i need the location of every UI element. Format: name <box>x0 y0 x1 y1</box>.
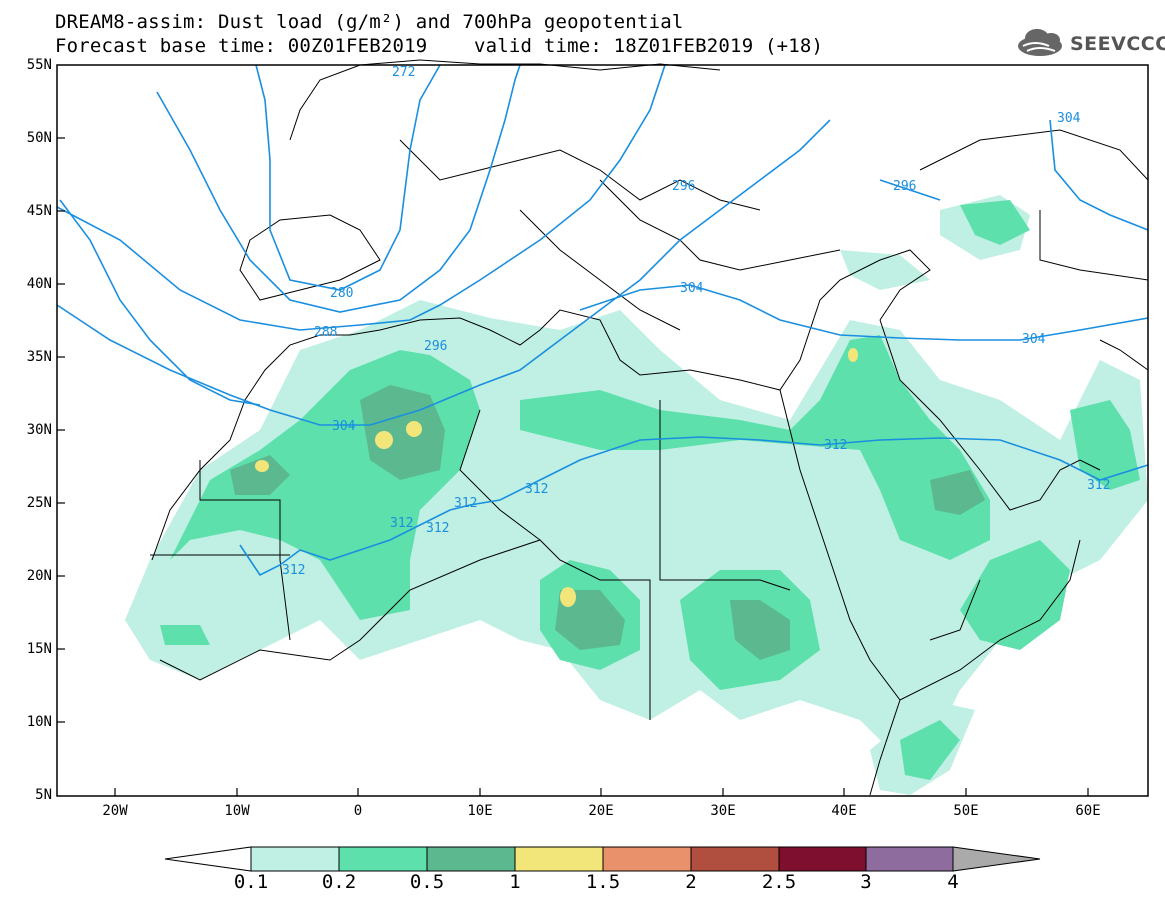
coastlines <box>150 59 1149 796</box>
contour-label: 280 <box>330 286 353 301</box>
lat-label: 55N <box>26 57 52 73</box>
contour-label: 312 <box>390 516 413 531</box>
lon-label: 10E <box>467 803 493 819</box>
lat-label: 40N <box>26 276 52 292</box>
lat-label: 30N <box>26 422 52 438</box>
lon-label: 20W <box>102 803 128 819</box>
colorbar-label: 1 <box>509 871 521 893</box>
colorbar-label: 1.5 <box>585 871 621 893</box>
contour-label: 272 <box>392 65 415 80</box>
contour-label: 312 <box>282 563 305 578</box>
colorbar <box>164 846 1041 872</box>
map-title: DREAM8-assim: Dust load (g/m²) and 700hP… <box>55 11 684 33</box>
lat-label: 15N <box>26 641 52 657</box>
colorbar-bin <box>250 846 340 872</box>
contour-label: 304 <box>1057 111 1081 126</box>
colorbar-bin <box>338 846 428 872</box>
lat-label: 50N <box>26 130 52 146</box>
lon-label: 0 <box>353 803 363 819</box>
contour-label: 296 <box>672 179 695 194</box>
colorbar-label: 0.2 <box>321 871 357 893</box>
colorbar-bin <box>602 846 692 872</box>
lat-label: 10N <box>26 714 52 730</box>
lon-label: 10W <box>224 803 250 819</box>
contour-label: 304 <box>1022 332 1046 347</box>
lat-label: 35N <box>26 349 52 365</box>
lon-label: 30E <box>710 803 736 819</box>
lon-label: 60E <box>1075 803 1101 819</box>
colorbar-bin <box>778 846 867 872</box>
contour-label: 312 <box>426 521 449 536</box>
cloud-icon <box>1018 29 1062 56</box>
colorbar-label: 3 <box>860 871 872 893</box>
lat-label: 25N <box>26 495 52 511</box>
contour-labels: 272 280 288 296 304 304 304 312 312 312 … <box>282 65 1110 578</box>
colorbar-bin <box>690 846 780 872</box>
colorbar-label: 2.5 <box>761 871 797 893</box>
colorbar-label: 0.1 <box>233 871 269 893</box>
colorbar-bin <box>426 846 516 872</box>
dust-field-1 <box>255 348 858 607</box>
seevccc-logo <box>1018 29 1062 56</box>
contour-label: 312 <box>1087 478 1110 493</box>
contour-label: 296 <box>424 339 447 354</box>
contour-label: 312 <box>454 496 477 511</box>
contour-label: 304 <box>680 281 704 296</box>
lat-label: 20N <box>26 568 52 584</box>
colorbar-label: 2 <box>685 871 697 893</box>
colorbar-high-arrow <box>952 846 1041 872</box>
colorbar-label: 0.5 <box>409 871 445 893</box>
colorbar-low-arrow <box>164 846 252 872</box>
contour-label: 296 <box>893 179 916 194</box>
lon-label: 50E <box>953 803 979 819</box>
contour-label: 288 <box>314 325 337 340</box>
colorbar-bin <box>514 846 604 872</box>
axis-ticks <box>57 137 1089 796</box>
lat-label: 5N <box>35 787 52 803</box>
contour-label: 312 <box>525 482 548 497</box>
dust-field-05 <box>230 385 985 660</box>
lon-label: 40E <box>831 803 857 819</box>
geopotential-contours <box>56 64 1149 577</box>
contour-label: 312 <box>824 438 847 453</box>
colorbar-bin <box>865 846 954 872</box>
contour-label: 304 <box>332 419 356 434</box>
logo-text: SEEVCCC <box>1070 33 1165 55</box>
colorbar-label: 4 <box>947 871 959 893</box>
forecast-time-line: Forecast base time: 00Z01FEB2019 valid t… <box>55 35 824 57</box>
lat-label: 45N <box>26 203 52 219</box>
lon-label: 20E <box>588 803 614 819</box>
